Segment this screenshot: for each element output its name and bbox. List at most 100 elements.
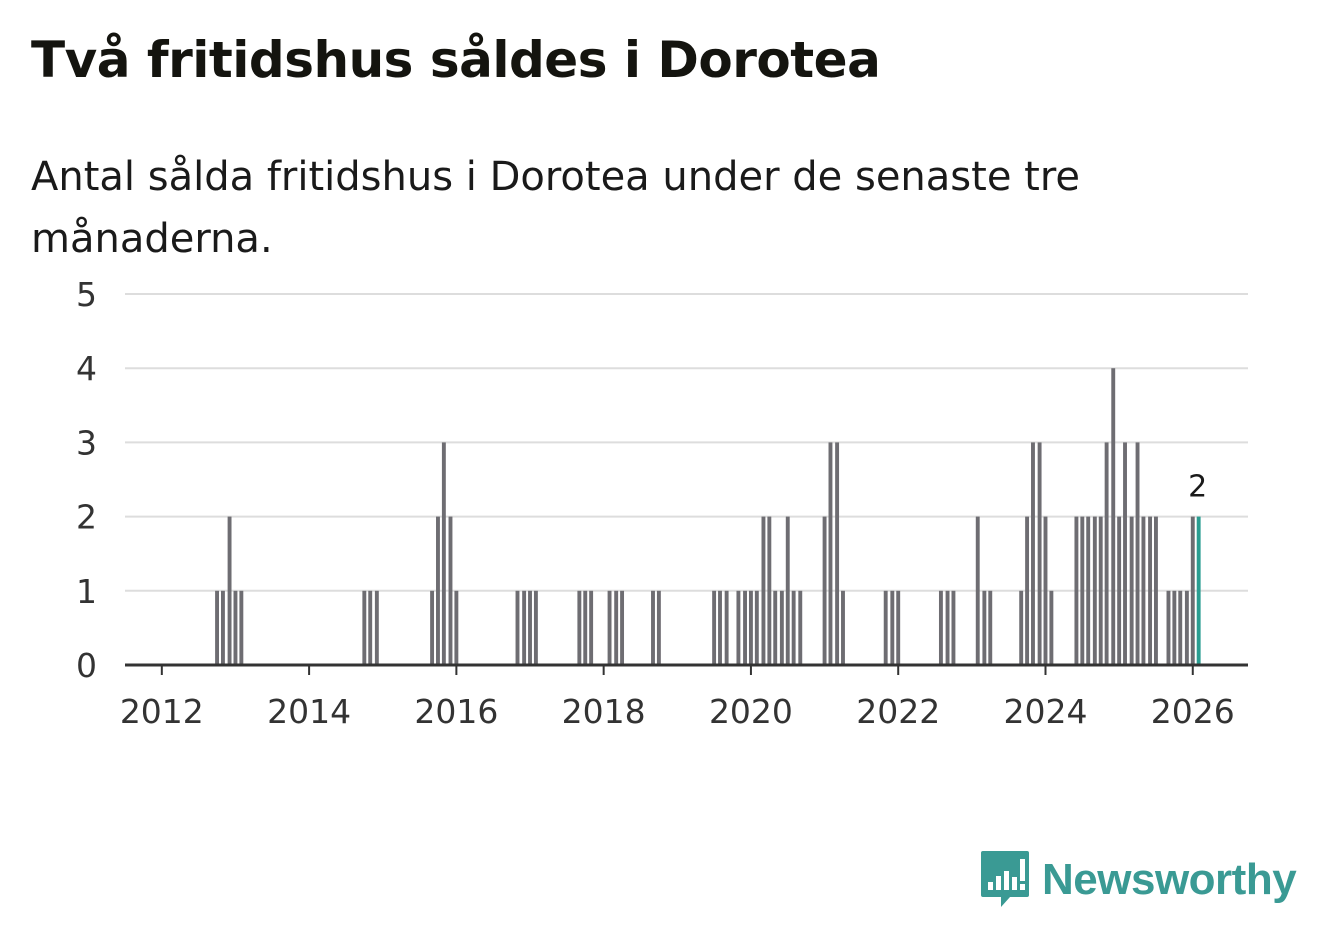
bar <box>1190 516 1195 665</box>
bar <box>743 590 747 665</box>
bar <box>1135 442 1140 665</box>
bar <box>773 590 778 665</box>
newsworthy-logo: Newsworthy <box>980 848 1297 912</box>
chart-subtitle: Antal sålda fritidshus i Dorotea under d… <box>31 154 1081 262</box>
bar <box>951 590 956 665</box>
bar <box>577 590 582 665</box>
y-tick-label-4: 4 <box>76 349 97 388</box>
bar <box>656 590 661 665</box>
axes: 0 1 2 3 4 5 2012 2014 2016 2018 2020 2022 2024 2026 <box>76 275 1248 731</box>
bar <box>528 590 532 665</box>
bar <box>430 590 435 665</box>
bar <box>533 590 538 665</box>
bar <box>1117 516 1122 665</box>
bar <box>767 516 772 665</box>
bar <box>1086 516 1091 665</box>
bar <box>374 590 379 665</box>
bar <box>1172 590 1177 665</box>
bar <box>1098 516 1103 665</box>
bar <box>1080 516 1085 665</box>
y-tick-label-1: 1 <box>76 572 97 611</box>
x-tick-label-2020: 2020 <box>709 692 793 731</box>
bar <box>896 590 901 665</box>
bar <box>712 590 717 665</box>
bar <box>1129 516 1134 665</box>
bar <box>1043 516 1048 665</box>
bar <box>798 590 803 665</box>
bar <box>1104 442 1109 665</box>
bar <box>1092 516 1097 665</box>
x-tick-label-2016: 2016 <box>414 692 498 731</box>
bar <box>1166 590 1171 665</box>
x-tick-label-2026: 2026 <box>1151 692 1235 731</box>
bar-highlight <box>1196 516 1201 665</box>
bar <box>791 590 796 665</box>
bar <box>583 590 588 665</box>
bar <box>883 590 888 665</box>
bar <box>736 590 741 665</box>
bar <box>890 590 895 665</box>
data-label-latest: 2 <box>1188 470 1207 505</box>
bar <box>718 590 722 665</box>
bar <box>1037 442 1042 665</box>
x-tick-label-2024: 2024 <box>1003 692 1087 731</box>
bar <box>589 590 594 665</box>
data-labels: 2 <box>1188 470 1207 505</box>
bar <box>938 590 943 665</box>
brand-name: Newsworthy <box>1042 855 1297 904</box>
y-tick-label-5: 5 <box>76 275 97 314</box>
bar <box>841 590 845 665</box>
bar <box>724 590 729 665</box>
bar <box>651 590 655 665</box>
bar <box>988 590 993 665</box>
bar <box>945 590 950 665</box>
bar <box>1184 590 1189 665</box>
bar <box>1019 590 1024 665</box>
x-tick-label-2018: 2018 <box>562 692 646 731</box>
bar <box>835 442 840 665</box>
y-tick-label-3: 3 <box>76 423 97 462</box>
bar <box>754 590 759 665</box>
bar <box>362 590 367 665</box>
bars <box>215 368 1201 665</box>
bar <box>515 590 520 665</box>
bar <box>1025 516 1030 665</box>
bar <box>1178 590 1183 665</box>
bar <box>227 516 232 665</box>
bar <box>1148 516 1153 665</box>
bar <box>975 516 980 665</box>
bar <box>220 590 225 665</box>
bar <box>1123 442 1127 665</box>
bar <box>785 516 790 665</box>
bar <box>436 516 440 665</box>
bar <box>1049 590 1054 665</box>
bar <box>239 590 244 665</box>
bar <box>522 590 527 665</box>
bar <box>368 590 373 665</box>
bar <box>779 590 784 665</box>
bar <box>982 590 987 665</box>
gridlines <box>125 293 1248 592</box>
bar <box>607 590 612 665</box>
bar <box>822 516 827 665</box>
bar <box>1031 442 1035 665</box>
chart-title: Två fritidshus såldes i Dorotea <box>31 31 881 89</box>
bar <box>441 442 446 665</box>
x-tick-label-2022: 2022 <box>856 692 940 731</box>
bar <box>761 516 766 665</box>
bar <box>233 590 238 665</box>
bar <box>215 590 219 665</box>
x-tick-label-2012: 2012 <box>120 692 204 731</box>
y-tick-label-2: 2 <box>76 498 97 537</box>
bar <box>1111 368 1116 665</box>
x-tick-label-2014: 2014 <box>267 692 351 731</box>
bar <box>448 516 453 665</box>
bar <box>1141 516 1146 665</box>
y-tick-label-0: 0 <box>76 646 97 685</box>
bar <box>614 590 619 665</box>
bar <box>1074 516 1079 665</box>
bar <box>620 590 625 665</box>
bar <box>748 590 753 665</box>
bar <box>828 442 833 665</box>
